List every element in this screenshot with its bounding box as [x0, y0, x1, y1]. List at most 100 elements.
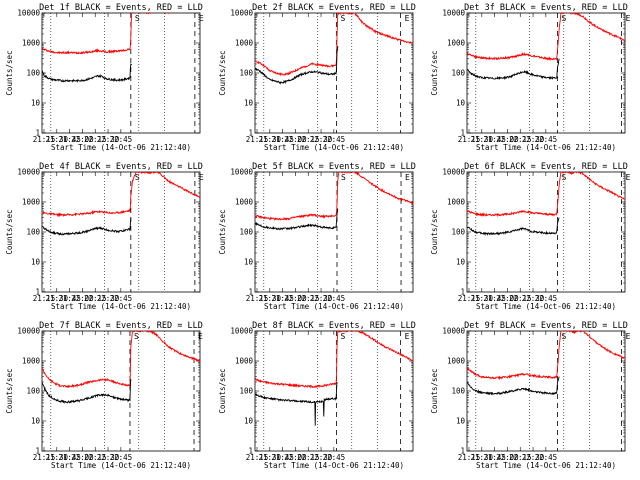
series-events-black	[467, 217, 560, 236]
marker-label-S: S	[341, 173, 346, 182]
x-tick-label: 21:45	[58, 453, 81, 462]
x-tick-label: 22:30	[310, 453, 333, 462]
x-tick-label: 22:30	[97, 135, 120, 144]
x-tick-label: 21:30	[471, 135, 494, 144]
x-tick-label: 22:45	[535, 453, 558, 462]
y-tick-label: 1000	[447, 198, 466, 207]
series-events-black	[255, 208, 339, 231]
x-tick-label: 21:30	[46, 453, 69, 462]
series-lld-red	[42, 331, 200, 389]
marker-label-E: E	[199, 14, 204, 23]
y-tick-label: 10000	[230, 9, 253, 18]
x-axis-label: Start Time (14-Oct-06 21:12:40)	[51, 461, 191, 470]
y-tick-label: 10000	[17, 9, 40, 18]
x-tick-label: 22:00	[71, 294, 94, 303]
x-tick-label: 22:00	[71, 135, 94, 144]
marker-label-S: S	[341, 14, 346, 23]
y-tick-label: 10	[244, 417, 254, 426]
series-events-black	[255, 45, 339, 85]
series-lld-red	[255, 331, 413, 389]
y-axis-label: Counts/sec	[218, 368, 227, 413]
y-tick-label: 1	[248, 129, 253, 138]
x-axis-label: Start Time (14-Oct-06 21:12:40)	[476, 143, 616, 152]
series-events-black	[255, 381, 338, 426]
x-tick-label: 22:45	[323, 453, 346, 462]
marker-label-E: E	[405, 14, 410, 23]
y-axis-label: Counts/sec	[218, 209, 227, 254]
x-tick-label: 22:30	[310, 294, 333, 303]
y-axis-label: Counts/sec	[5, 50, 14, 95]
x-tick-label: 22:15	[84, 294, 107, 303]
panel-title: Det 8f BLACK = Events, RED = LLD	[252, 321, 416, 331]
marker-label-S: S	[562, 173, 567, 182]
x-tick-label: 21:45	[58, 135, 81, 144]
plot-frame	[466, 330, 626, 452]
x-tick-label: 22:00	[284, 294, 307, 303]
x-axis-label: Start Time (14-Oct-06 21:12:40)	[476, 461, 616, 470]
marker-label-E: E	[198, 332, 203, 341]
y-axis-label: Counts/sec	[430, 368, 439, 413]
series-lld-red	[255, 13, 413, 77]
y-tick-label: 1	[248, 288, 253, 297]
y-tick-label: 10000	[442, 168, 465, 177]
marker-label-E: E	[405, 332, 410, 341]
x-axis-label: Start Time (14-Oct-06 21:12:40)	[264, 143, 404, 152]
y-tick-label: 100	[239, 228, 253, 237]
panel-title: Det 2f BLACK = Events, RED = LLD	[252, 3, 416, 13]
x-tick-label: 21:45	[271, 453, 294, 462]
y-tick-label: 100	[451, 69, 465, 78]
x-tick-label: 22:15	[297, 294, 320, 303]
panel-title: Det 3f BLACK = Events, RED = LLD	[464, 3, 628, 13]
series-events-black	[42, 63, 133, 83]
x-tick-label: 21:30	[471, 294, 494, 303]
x-tick-label: 22:30	[522, 294, 545, 303]
x-tick-label: 21:15	[246, 453, 269, 462]
plot-frame	[41, 12, 201, 134]
marker-label-E: E	[405, 173, 410, 182]
marker-label-S: S	[135, 14, 140, 23]
marker-label-S: S	[135, 173, 140, 182]
y-tick-label: 10	[31, 258, 41, 267]
x-axis-label: Start Time (14-Oct-06 21:12:40)	[51, 302, 191, 311]
y-axis-label: Counts/sec	[430, 209, 439, 254]
x-tick-label: 22:00	[496, 294, 519, 303]
x-tick-label: 21:30	[46, 135, 69, 144]
x-tick-label: 21:30	[46, 294, 69, 303]
y-tick-label: 1	[35, 288, 40, 297]
x-tick-label: 21:45	[483, 294, 506, 303]
x-tick-label: 22:45	[323, 294, 346, 303]
y-tick-label: 10000	[442, 327, 465, 336]
y-tick-label: 100	[26, 387, 40, 396]
y-tick-label: 1	[460, 288, 465, 297]
plot-frame	[41, 330, 201, 452]
y-tick-label: 1	[248, 447, 253, 456]
y-tick-label: 1	[460, 129, 465, 138]
x-tick-label: 22:15	[297, 453, 320, 462]
x-tick-label: 21:15	[246, 135, 269, 144]
y-tick-label: 10000	[230, 327, 253, 336]
x-tick-label: 22:45	[110, 135, 133, 144]
x-tick-label: 22:15	[84, 453, 107, 462]
y-tick-label: 1000	[22, 39, 41, 48]
x-axis-label: Start Time (14-Oct-06 21:12:40)	[476, 302, 616, 311]
x-tick-label: 22:30	[97, 453, 120, 462]
x-tick-label: 22:30	[522, 453, 545, 462]
y-axis-label: Counts/sec	[430, 50, 439, 95]
panel-title: Det 5f BLACK = Events, RED = LLD	[252, 162, 416, 172]
y-tick-label: 10000	[442, 9, 465, 18]
x-tick-label: 21:45	[483, 453, 506, 462]
x-tick-label: 22:00	[71, 453, 94, 462]
marker-label-S: S	[341, 332, 346, 341]
series-lld-red	[255, 172, 413, 221]
x-axis-label: Start Time (14-Oct-06 21:12:40)	[51, 143, 191, 152]
x-tick-label: 21:30	[259, 294, 282, 303]
x-tick-label: 22:45	[535, 294, 558, 303]
marker-label-S: S	[562, 332, 567, 341]
x-tick-label: 22:00	[496, 453, 519, 462]
x-tick-label: 22:15	[84, 135, 107, 144]
